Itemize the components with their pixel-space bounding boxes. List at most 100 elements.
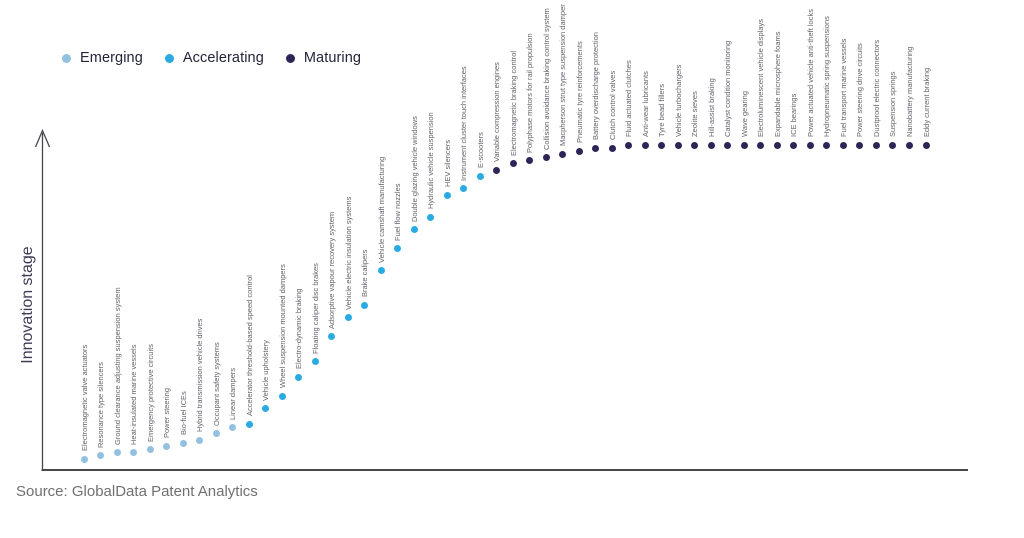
data-point-label: Hybrid transmission vehicle drives <box>195 318 205 433</box>
data-point <box>212 430 220 438</box>
data-point <box>889 141 897 149</box>
data-point-label: Vehicle upholstery <box>261 339 271 401</box>
data-point-label: Adsorptive vapour recovery system <box>327 211 337 329</box>
data-point-label: Electromagnetic valve actuators <box>79 344 89 451</box>
data-point-label: Ground clearance adjusting suspension sy… <box>112 287 122 445</box>
data-point-label: Power steering drive circuits <box>855 43 865 137</box>
data-point-label: HEV silencers <box>442 140 452 188</box>
data-point <box>856 141 864 149</box>
data-point-label: Instrument cluster touch interfaces <box>459 66 469 181</box>
data-point <box>410 226 418 234</box>
legend-item-maturing: Maturing <box>285 50 361 66</box>
data-point <box>691 141 699 149</box>
data-point <box>361 301 369 309</box>
data-point-label: Fuel transport marine vessels <box>838 38 848 137</box>
data-point-label: Catalyst condition monitoring <box>723 40 733 137</box>
data-point-label: Wave gearing <box>739 91 749 137</box>
data-point <box>443 191 451 199</box>
data-point-label: Wheel suspension mounted dampers <box>277 264 287 389</box>
data-point-label: Zeolite sieves <box>690 91 700 137</box>
data-point <box>707 141 715 149</box>
data-point-label: Tyre bead fillers <box>657 84 667 137</box>
data-point-label: Hydraulic vehicle suspension <box>426 112 436 210</box>
data-point-label: Electromagnetic braking control <box>508 50 518 156</box>
data-point-label: Battery overdischarge protection <box>591 32 601 141</box>
data-point <box>773 141 781 149</box>
data-point <box>394 245 402 253</box>
data-point-label: Anti-wear lubricants <box>640 71 650 137</box>
data-point-label: Power actuated vehicle anti-theft locks <box>805 9 815 137</box>
data-point-label: Floating caliper disc brakes <box>310 262 320 354</box>
legend: Emerging Accelerating Maturing <box>62 50 361 66</box>
data-point <box>839 141 847 149</box>
data-point-label: Vehicle electric insulation systems <box>343 196 353 310</box>
data-point-label: Double glazing vehicle windows <box>409 115 419 222</box>
data-point <box>493 166 501 174</box>
data-point <box>476 172 484 180</box>
data-point-label: Power steering <box>162 388 172 439</box>
data-point <box>460 185 468 193</box>
data-point-label: Nanobattery manufacturing <box>904 46 914 137</box>
data-point-label: Pneumatic tyre reinforcements <box>574 41 584 144</box>
data-point-label: Resonance type silencers <box>96 361 105 448</box>
data-point-label: Accelerator threshold-based speed contro… <box>244 275 254 417</box>
data-point-label: Occupant safety systems <box>211 342 221 426</box>
data-point-label: Linear dampers <box>228 367 238 420</box>
data-point-label: Electro-dynamic braking <box>294 288 304 370</box>
data-point-label: Macpherson strut type suspension damper <box>558 4 568 147</box>
data-point <box>641 141 649 149</box>
data-point <box>823 141 831 149</box>
data-point <box>328 333 336 341</box>
data-point <box>262 405 270 413</box>
data-point <box>757 141 765 149</box>
data-point-label: Hill-assist braking <box>706 78 716 137</box>
data-point <box>872 141 880 149</box>
legend-label-emerging: Emerging <box>80 50 143 66</box>
data-point <box>575 147 583 155</box>
data-point <box>922 141 930 149</box>
data-point-label: Hydropneumatic spring suspensions <box>822 16 832 137</box>
data-point <box>377 267 385 275</box>
data-point-label: Emergency protective circuits <box>145 343 155 442</box>
data-point-label: Expandable microsphere foams <box>772 31 782 137</box>
data-point <box>146 446 154 454</box>
data-point <box>724 141 732 149</box>
data-point-label: Dustproof electric connectors <box>871 39 881 137</box>
source-attribution: Source: GlobalData Patent Analytics <box>16 483 258 500</box>
data-point <box>295 373 303 381</box>
data-point <box>278 392 286 400</box>
data-point <box>344 314 352 322</box>
data-point <box>806 141 814 149</box>
data-point <box>113 449 121 457</box>
emerging-dot-icon <box>62 53 71 63</box>
data-point-label: Fluid actuated clutches <box>624 60 634 137</box>
data-point <box>905 141 913 149</box>
data-point <box>229 424 237 432</box>
data-point-label: Collision avoidance braking control syst… <box>541 7 551 150</box>
data-point <box>130 449 138 457</box>
data-point <box>559 150 567 158</box>
data-point <box>311 358 319 366</box>
data-point-label: Eddy current braking <box>921 67 931 137</box>
accelerating-dot-icon <box>164 53 174 63</box>
legend-item-accelerating: Accelerating <box>164 50 264 66</box>
data-point-label: Variable compression engines <box>492 62 502 163</box>
data-point <box>179 439 187 447</box>
data-point-label: Vehicle camshaft manufacturing <box>376 156 386 263</box>
data-point-label: Brake calipers <box>360 249 370 298</box>
maturing-dot-icon <box>285 53 295 63</box>
data-point-label: E-scooters <box>475 132 485 169</box>
data-point-label: Electroluminescent vehicle displays <box>756 19 766 137</box>
data-point <box>625 141 633 149</box>
data-point-label: Fuel flow nozzles <box>393 183 403 241</box>
data-point <box>592 144 600 152</box>
data-point <box>526 157 534 165</box>
data-point <box>608 144 616 152</box>
data-point <box>196 436 204 444</box>
data-point-label: Polyphase motors for rail propulsion <box>525 33 535 153</box>
data-point <box>740 141 748 149</box>
data-point <box>245 420 253 428</box>
data-point <box>427 213 435 221</box>
